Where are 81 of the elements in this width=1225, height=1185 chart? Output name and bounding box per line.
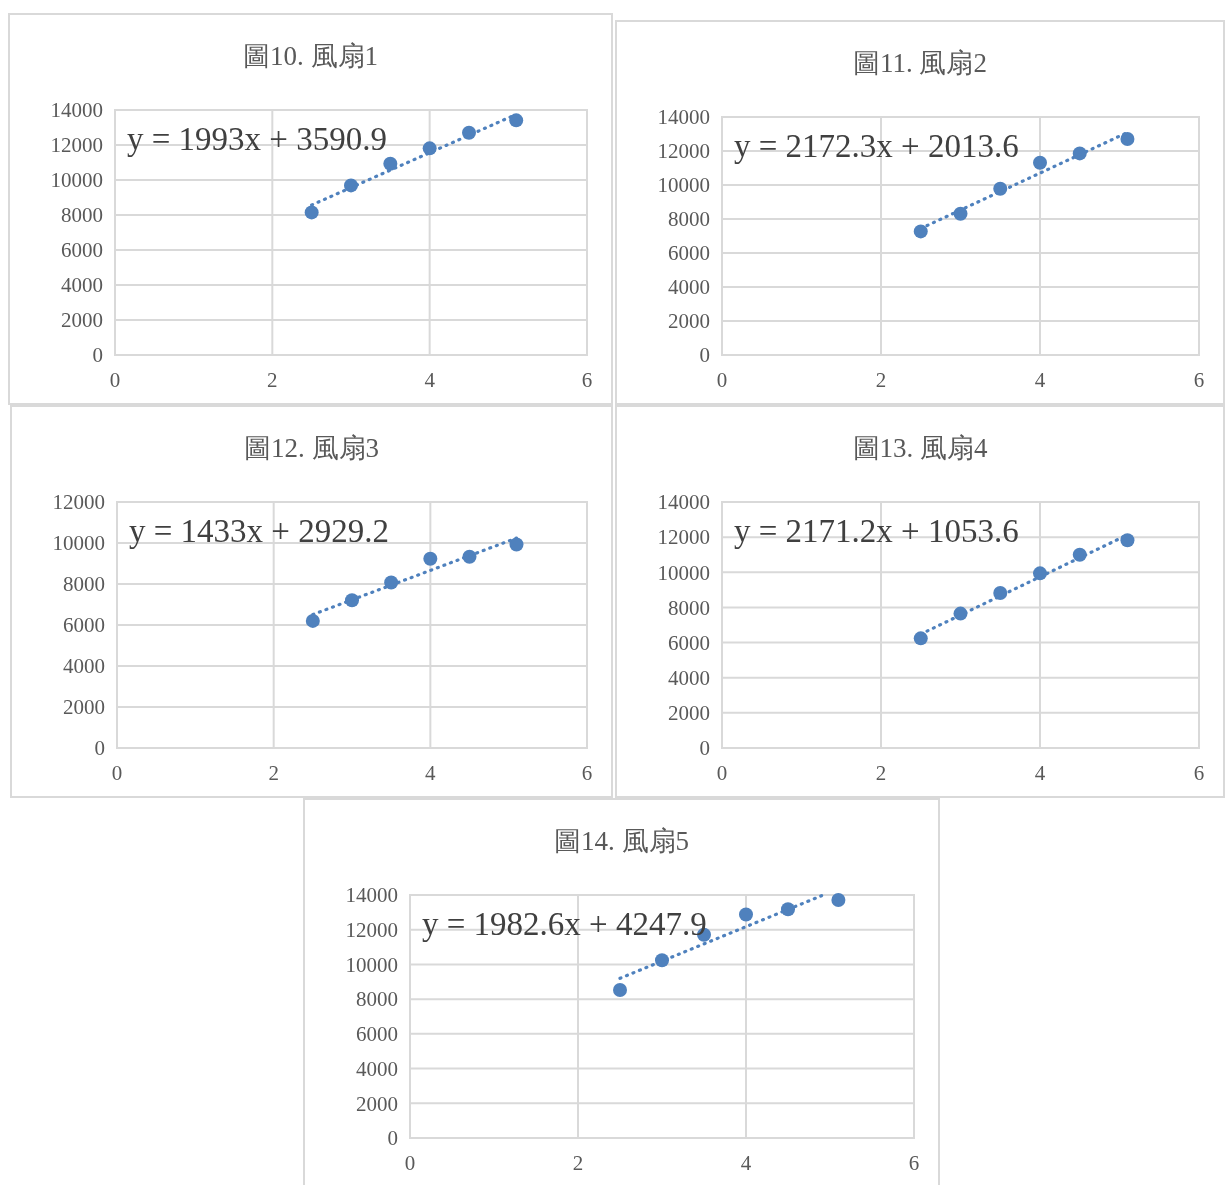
- y-tick-label: 4000: [63, 654, 105, 679]
- annotation: y = 1433x + 2929.2: [129, 513, 389, 549]
- y-tick-label: 0: [699, 343, 710, 368]
- x-tick-label: 4: [1034, 761, 1046, 785]
- x-tick-label: 2: [875, 368, 887, 392]
- point: [1033, 155, 1047, 170]
- y-tick-label: 12000: [657, 525, 710, 550]
- y-tick-label: 4000: [668, 275, 710, 300]
- y-tick-label: 6000: [668, 630, 710, 655]
- point: [1120, 131, 1135, 146]
- point: [305, 613, 320, 628]
- y-tick-label: 0: [387, 1126, 398, 1151]
- x-tick-label: 2: [875, 761, 887, 785]
- y-tick-label: 10000: [50, 168, 103, 193]
- point: [509, 113, 524, 128]
- y-tick-label: 14000: [50, 98, 103, 123]
- y-tick-label: 2000: [63, 695, 105, 720]
- x-tick-label: 6: [1193, 368, 1205, 392]
- chart-title: 圖14. 風扇5: [554, 826, 689, 856]
- y-tick-label: 4000: [61, 273, 103, 298]
- point: [509, 537, 524, 552]
- y-tick-label: 6000: [63, 613, 105, 638]
- y-tick-label: 12000: [657, 139, 710, 164]
- annotation: y = 1993x + 3590.9: [127, 121, 387, 157]
- y-tick-label: 10000: [657, 173, 710, 198]
- x-tick-label: 4: [425, 761, 437, 785]
- x-tick-label: 6: [908, 1151, 920, 1175]
- x-tick-label: 4: [424, 368, 436, 392]
- y-tick-label: 8000: [668, 207, 710, 232]
- y-tick-label: 0: [699, 736, 710, 761]
- x-tick-label: 0: [111, 761, 123, 785]
- y-tick-label: 12000: [50, 133, 103, 158]
- y-tick-label: 6000: [668, 241, 710, 266]
- y-tick-label: 10000: [52, 531, 105, 556]
- x-tick-label: 4: [740, 1151, 752, 1175]
- point: [613, 982, 627, 997]
- x-tick-label: 2: [572, 1151, 584, 1175]
- x-tick-label: 0: [716, 761, 728, 785]
- x-tick-label: 6: [581, 761, 593, 785]
- y-tick-label: 2000: [356, 1091, 398, 1116]
- annotation: y = 2172.3x + 2013.6: [734, 128, 1019, 164]
- x-tick-label: 2: [268, 761, 279, 785]
- y-tick-label: 4000: [356, 1056, 398, 1081]
- point: [423, 551, 438, 566]
- point: [913, 224, 928, 239]
- y-tick-label: 14000: [345, 883, 398, 908]
- y-tick-label: 10000: [345, 952, 398, 977]
- x-tick-label: 0: [716, 368, 728, 392]
- x-tick-label: 6: [1193, 761, 1205, 785]
- x-tick-label: 4: [1034, 368, 1046, 392]
- annotation: y = 1982.6x + 4247.9: [422, 906, 707, 942]
- y-tick-label: 8000: [668, 595, 710, 620]
- y-tick-label: 10000: [657, 560, 710, 585]
- y-tick-label: 8000: [61, 203, 103, 228]
- y-tick-label: 2000: [668, 309, 710, 334]
- y-tick-label: 12000: [345, 918, 398, 943]
- y-tick-label: 6000: [61, 238, 103, 263]
- y-tick-label: 12000: [52, 490, 105, 515]
- point: [304, 205, 319, 220]
- chart-title: 圖12. 風扇3: [244, 433, 379, 463]
- point: [831, 893, 846, 908]
- y-tick-label: 2000: [61, 308, 103, 333]
- y-tick-label: 14000: [657, 490, 710, 515]
- chart-title: 圖11. 風扇2: [853, 48, 987, 78]
- y-tick-label: 0: [94, 736, 105, 761]
- annotation: y = 2171.2x + 1053.6: [734, 513, 1019, 549]
- chart-title: 圖13. 風扇4: [852, 433, 988, 463]
- y-tick-label: 0: [92, 343, 103, 368]
- point: [1120, 533, 1135, 548]
- y-tick-label: 14000: [657, 105, 710, 130]
- y-tick-label: 8000: [356, 987, 398, 1012]
- y-tick-label: 2000: [668, 701, 710, 726]
- x-tick-label: 2: [267, 368, 278, 392]
- chart-title: 圖10. 風扇1: [243, 41, 378, 71]
- y-tick-label: 8000: [63, 572, 105, 597]
- x-tick-label: 6: [581, 368, 593, 392]
- point: [739, 907, 753, 922]
- x-tick-label: 0: [109, 368, 121, 392]
- y-tick-label: 6000: [356, 1022, 398, 1047]
- y-tick-label: 4000: [668, 666, 710, 691]
- x-tick-label: 0: [404, 1151, 416, 1175]
